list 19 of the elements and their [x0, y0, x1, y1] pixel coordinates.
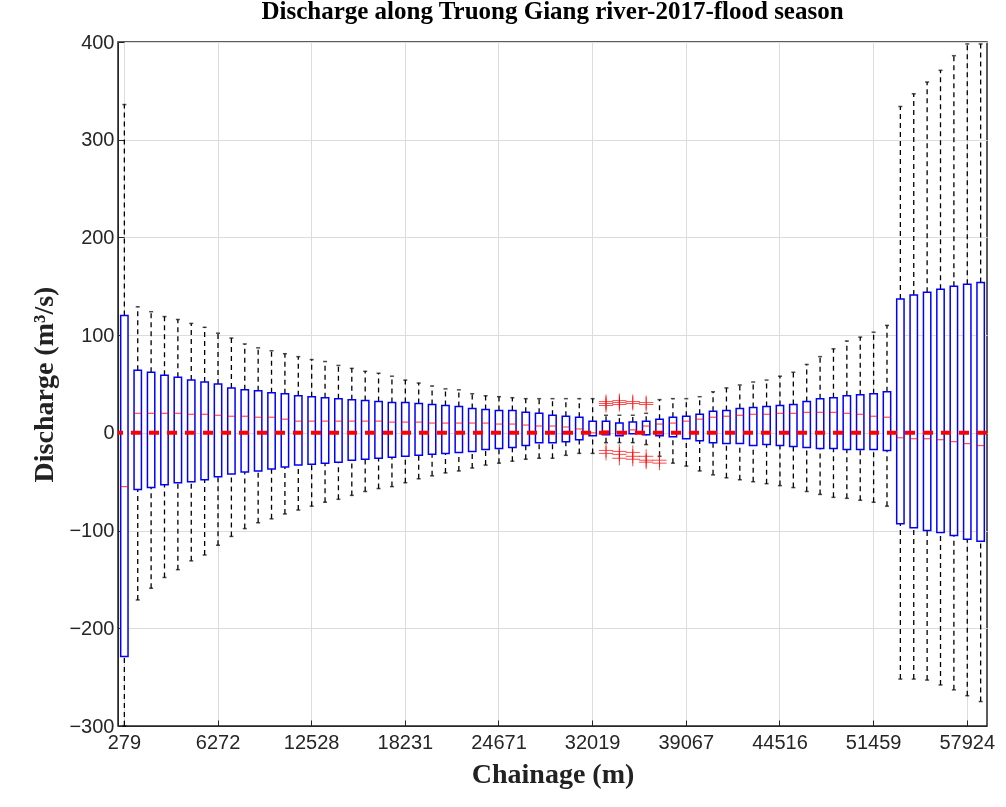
- x-tick-label: 6272: [195, 730, 241, 753]
- x-tick-label: 12528: [283, 730, 340, 753]
- x-tick-label: 44516: [752, 730, 808, 753]
- y-tick-label: 400: [81, 30, 115, 53]
- y-tick-label: 200: [81, 225, 115, 248]
- y-tick-label: −200: [69, 616, 115, 639]
- x-tick-label: 39067: [658, 730, 715, 753]
- x-tick-label: 24671: [471, 730, 527, 753]
- y-tick-label: 0: [103, 421, 115, 444]
- y-tick-label: 100: [81, 323, 115, 346]
- y-axis-title: Discharge (m³/s): [28, 286, 60, 483]
- x-tick-label: 32019: [564, 730, 621, 753]
- x-axis-title: Chainage (m): [471, 757, 635, 789]
- y-tick-label: 300: [81, 128, 115, 151]
- chart-title: Discharge along Truong Giang river-2017-flood season: [261, 0, 844, 24]
- x-tick-label: 18231: [377, 730, 434, 753]
- x-tick-label: 57924: [939, 730, 996, 753]
- y-tick-label: −100: [69, 519, 115, 542]
- x-tick-label: 51459: [845, 730, 902, 753]
